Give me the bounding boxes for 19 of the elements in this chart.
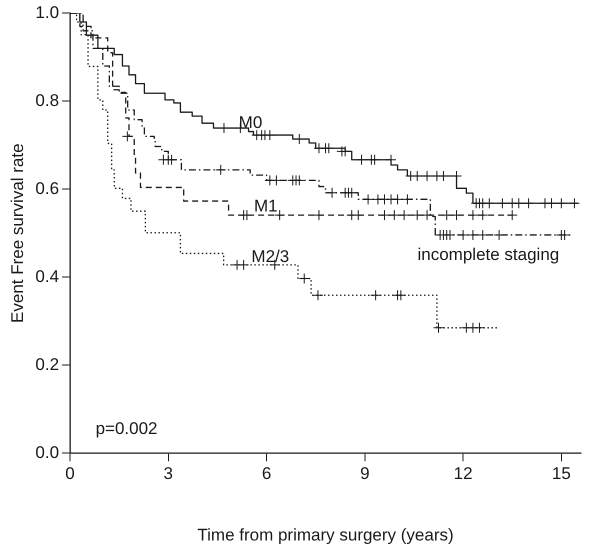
x-tick-label: 12 [454, 464, 473, 484]
y-tick-label: 0.2 [35, 354, 60, 374]
y-tick-label: 0.0 [35, 442, 60, 462]
series-label: M2/3 [251, 247, 290, 266]
y-tick-label: 0.8 [35, 90, 60, 110]
x-tick-label: 3 [164, 464, 174, 484]
series-label: M1 [254, 196, 278, 216]
y-tick-label: 1.0 [35, 2, 60, 22]
series-label: incomplete staging [417, 244, 560, 264]
x-tick-label: 0 [65, 464, 75, 484]
x-tick-label: 6 [262, 464, 272, 484]
y-axis-title: Event Free survival rate [8, 143, 27, 323]
annotation: p=0.002 [96, 418, 158, 438]
x-axis-title: Time from primary surgery (years) [197, 525, 454, 544]
x-tick-label: 15 [552, 464, 571, 484]
series-label: M0 [238, 112, 262, 132]
y-tick-label: 0.6 [35, 178, 60, 198]
x-tick-label: 9 [360, 464, 370, 484]
y-tick-label: 0.4 [35, 266, 60, 286]
